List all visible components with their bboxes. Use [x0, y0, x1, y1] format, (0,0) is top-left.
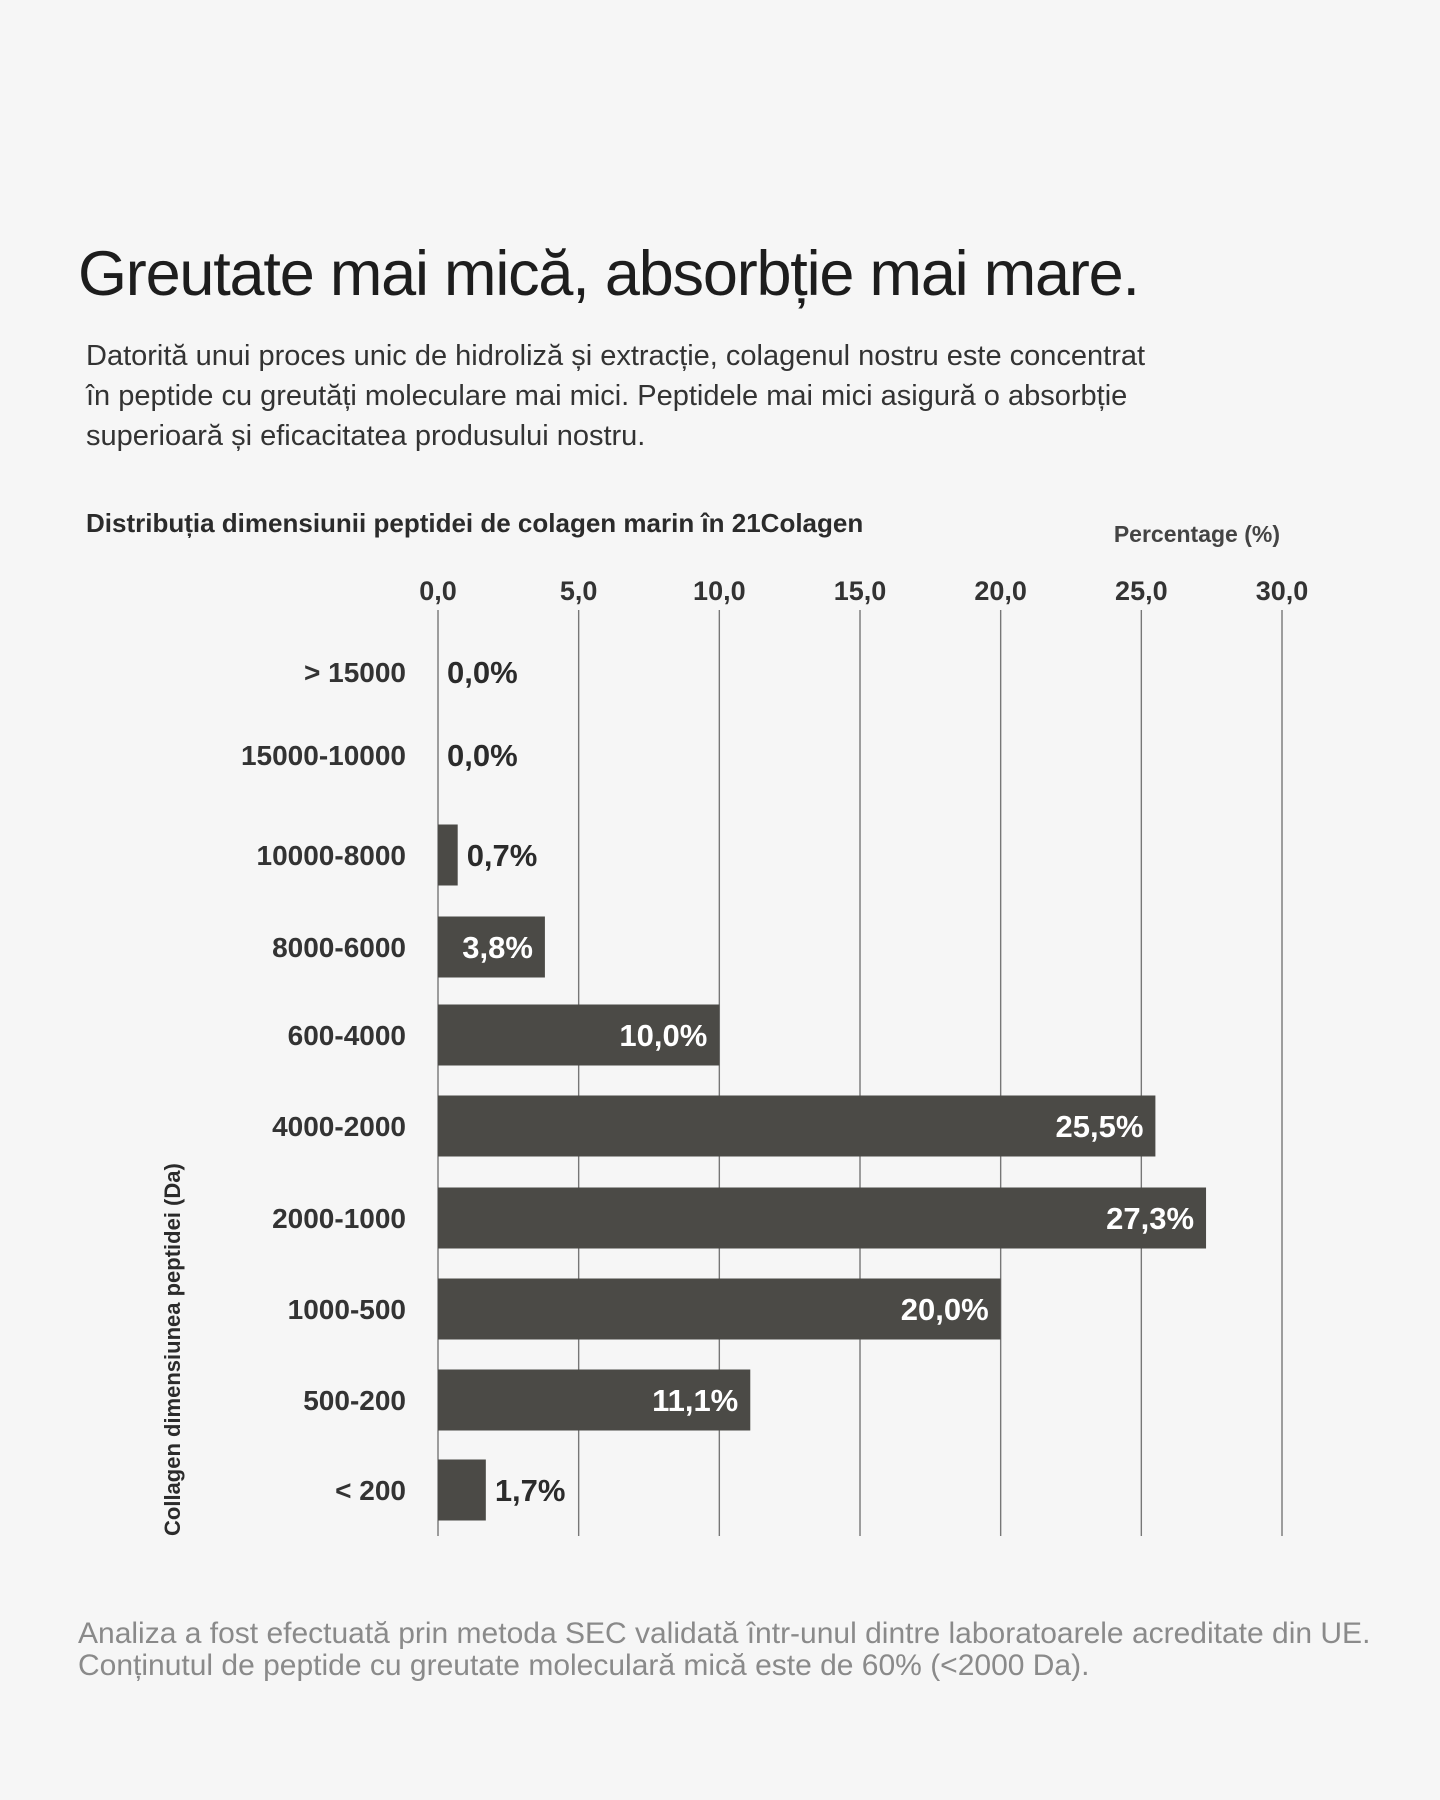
category-label: 600-4000 [288, 1020, 406, 1051]
bar [438, 1278, 1001, 1340]
chart-title: Distribuția dimensiunii peptidei de cola… [86, 508, 864, 538]
bar-chart: 0,0 5,0 10,0 15,0 20,0 25,0 30,0 > 15000 0,0% 150… [160, 521, 1308, 1536]
value-label: 10,0% [619, 1018, 707, 1053]
bar [438, 1004, 720, 1066]
page-title: Greutate mai mică, absorbție mai mare. [78, 239, 1140, 309]
x-tick-label: 25,0 [1115, 576, 1168, 606]
value-label: 25,5% [1055, 1109, 1143, 1144]
x-axis-label: Percentage (%) [1114, 521, 1280, 547]
bar [438, 1459, 486, 1521]
x-tick-label: 15,0 [834, 576, 887, 606]
x-tick-label: 5,0 [560, 576, 598, 606]
category-label: 8000-6000 [272, 932, 406, 963]
bars [438, 824, 1207, 1521]
category-label: 15000-10000 [241, 740, 406, 771]
x-tick-label: 0,0 [419, 576, 457, 606]
category-label: 10000-8000 [257, 840, 406, 871]
value-label: 20,0% [901, 1292, 989, 1327]
value-label: 0,0% [447, 738, 518, 773]
bar [438, 916, 545, 978]
category-label: 4000-2000 [272, 1111, 406, 1142]
bar [438, 824, 458, 886]
x-tick-label: 20,0 [974, 576, 1027, 606]
x-tick-label: 30,0 [1256, 576, 1309, 606]
category-label: 1000-500 [288, 1294, 406, 1325]
footnote: Analiza a fost efectuată prin metoda SEC… [78, 1617, 1371, 1682]
value-label: 0,0% [447, 655, 518, 690]
bar [438, 1187, 1207, 1249]
grid-lines [437, 610, 1283, 1536]
value-label: 1,7% [495, 1473, 566, 1508]
value-label: 27,3% [1106, 1201, 1194, 1236]
category-label: 2000-1000 [272, 1203, 406, 1234]
bar [438, 1369, 751, 1431]
x-tick-label: 10,0 [693, 576, 746, 606]
value-label: 3,8% [462, 930, 533, 965]
category-label: 500-200 [303, 1385, 406, 1416]
y-axis-label: Collagen dimensiunea peptidei (Da) [160, 1163, 185, 1536]
value-label: 0,7% [467, 838, 538, 873]
bar [438, 1095, 1156, 1157]
labels: 0,0 5,0 10,0 15,0 20,0 25,0 30,0 > 15000 0,0% 150… [241, 576, 1308, 1508]
value-label: 11,1% [652, 1383, 738, 1418]
intro-paragraph: Datorită unui proces unic de hidroliză ș… [86, 340, 1146, 452]
category-label: < 200 [335, 1475, 406, 1506]
category-label: > 15000 [304, 657, 406, 688]
